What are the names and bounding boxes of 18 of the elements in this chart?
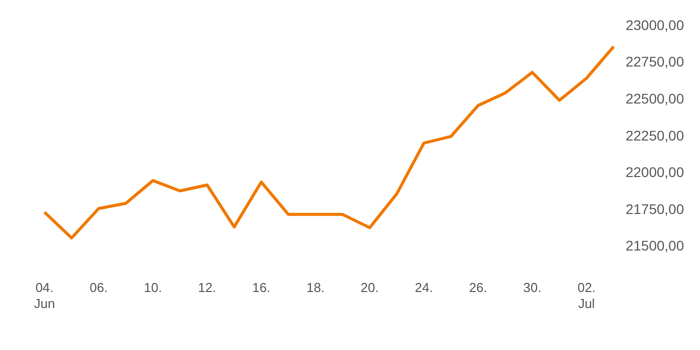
y-tick-label: 22500,00 [626, 90, 684, 106]
x-tick-label: 06. [90, 280, 108, 296]
x-tick-label: 16. [252, 280, 270, 296]
y-tick-label: 22750,00 [626, 54, 684, 70]
x-tick-label: 20. [360, 280, 379, 296]
x-tick-label: 24. [414, 280, 433, 296]
y-tick-label: 21500,00 [626, 238, 684, 254]
x-tick-label: 18. [306, 280, 325, 296]
x-tick-label: 04. Jun [34, 280, 55, 311]
x-tick-label: 26. [469, 280, 488, 296]
y-tick-label: 23000,00 [626, 16, 684, 33]
y-tick-label: 22250,00 [626, 127, 684, 144]
y-tick-label: 21750,00 [626, 200, 684, 217]
x-tick-label: 10. [144, 280, 162, 296]
x-tick-label: 02. Jul [577, 280, 596, 311]
x-tick-label: 12. [198, 280, 216, 296]
y-tick-label: 22000,00 [626, 164, 684, 180]
x-tick-label: 30. [523, 280, 542, 296]
